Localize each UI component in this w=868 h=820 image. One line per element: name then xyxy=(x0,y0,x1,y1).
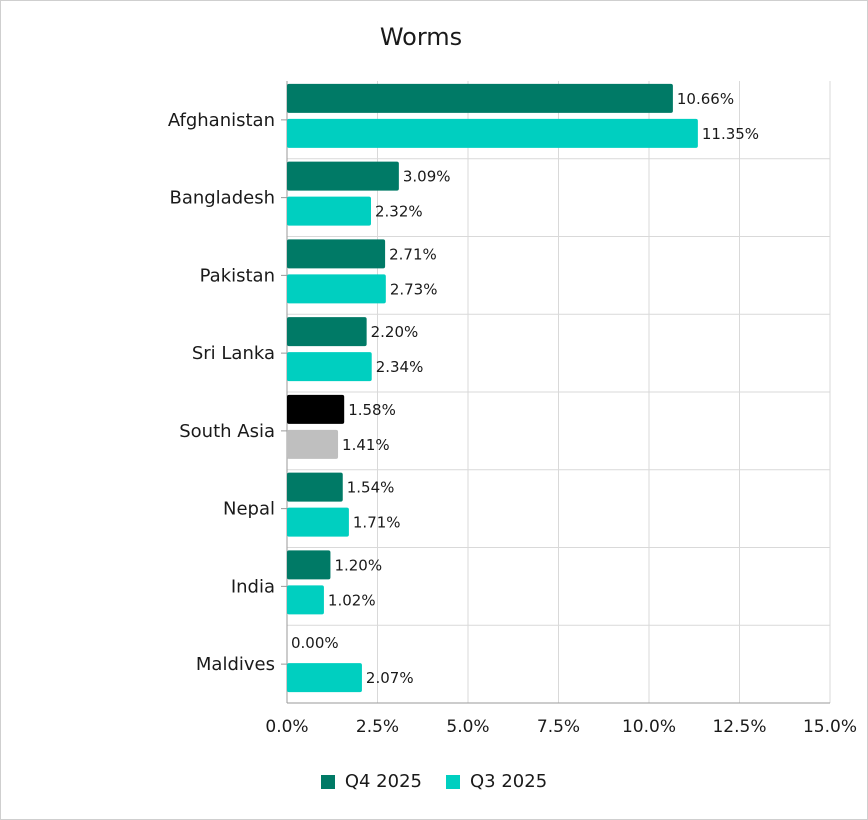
category-label: Maldives xyxy=(196,654,275,675)
bar-q4 xyxy=(287,239,386,269)
category-label: South Asia xyxy=(179,421,275,442)
data-label: 2.73% xyxy=(390,280,438,298)
bar-q4 xyxy=(287,83,673,113)
bar-q3 xyxy=(287,429,339,459)
data-label: 2.20% xyxy=(371,323,419,341)
legend-item-q3: Q3 2025 xyxy=(446,771,547,792)
bar-q3 xyxy=(287,663,362,693)
category-label: Nepal xyxy=(223,499,275,520)
category-label: India xyxy=(231,576,275,597)
data-label: 1.58% xyxy=(348,401,396,419)
bar-q4 xyxy=(287,394,345,424)
data-label: 2.07% xyxy=(366,669,414,687)
legend-swatch-q4 xyxy=(320,774,335,789)
x-tick-label: 7.5% xyxy=(537,717,580,737)
legend-item-q4: Q4 2025 xyxy=(320,771,422,792)
bar-q3 xyxy=(287,507,349,537)
x-tick-label: 5.0% xyxy=(446,717,489,737)
legend-label-q3: Q3 2025 xyxy=(470,771,548,792)
data-label: 2.71% xyxy=(389,245,437,263)
data-label: 1.71% xyxy=(353,514,401,532)
x-tick-label: 12.5% xyxy=(712,717,766,737)
bar-q3 xyxy=(287,352,372,382)
bar-q4 xyxy=(287,550,331,580)
x-tick-label: 2.5% xyxy=(356,717,399,737)
bar-q3 xyxy=(287,196,371,226)
data-label: 1.41% xyxy=(342,436,390,454)
bar-q4 xyxy=(287,472,343,502)
data-label: 2.34% xyxy=(376,358,424,376)
legend-label-q4: Q4 2025 xyxy=(344,771,422,792)
x-tick-label: 10.0% xyxy=(622,717,676,737)
bar-q4 xyxy=(287,317,367,347)
data-label: 11.35% xyxy=(702,125,759,143)
legend: Q4 2025 Q3 2025 xyxy=(1,771,867,792)
data-label: 0.00% xyxy=(291,634,339,652)
x-tick-label: 0.0% xyxy=(265,717,308,737)
bar-chart: Worms 0.0% 2.5% 5.0% 7.5% 10.0% 12.5% 15.0% Afgh… xyxy=(168,23,857,737)
category-label: Afghanistan xyxy=(168,110,275,131)
bar-q3 xyxy=(287,274,386,304)
chart-title: Worms xyxy=(380,23,462,51)
data-label: 1.02% xyxy=(328,591,376,609)
data-label: 10.66% xyxy=(677,90,734,108)
bar-q4 xyxy=(287,161,399,191)
data-label: 2.32% xyxy=(375,203,423,221)
category-label: Pakistan xyxy=(200,265,275,286)
legend-swatch-q3 xyxy=(446,774,460,789)
data-label: 1.54% xyxy=(347,479,395,497)
category-label: Bangladesh xyxy=(169,188,275,209)
category-label: Sri Lanka xyxy=(192,343,275,364)
bar-q3 xyxy=(287,118,698,148)
data-label: 3.09% xyxy=(403,168,451,186)
data-label: 1.20% xyxy=(334,556,382,574)
x-tick-label: 15.0% xyxy=(803,717,857,737)
bar-q3 xyxy=(287,585,324,615)
